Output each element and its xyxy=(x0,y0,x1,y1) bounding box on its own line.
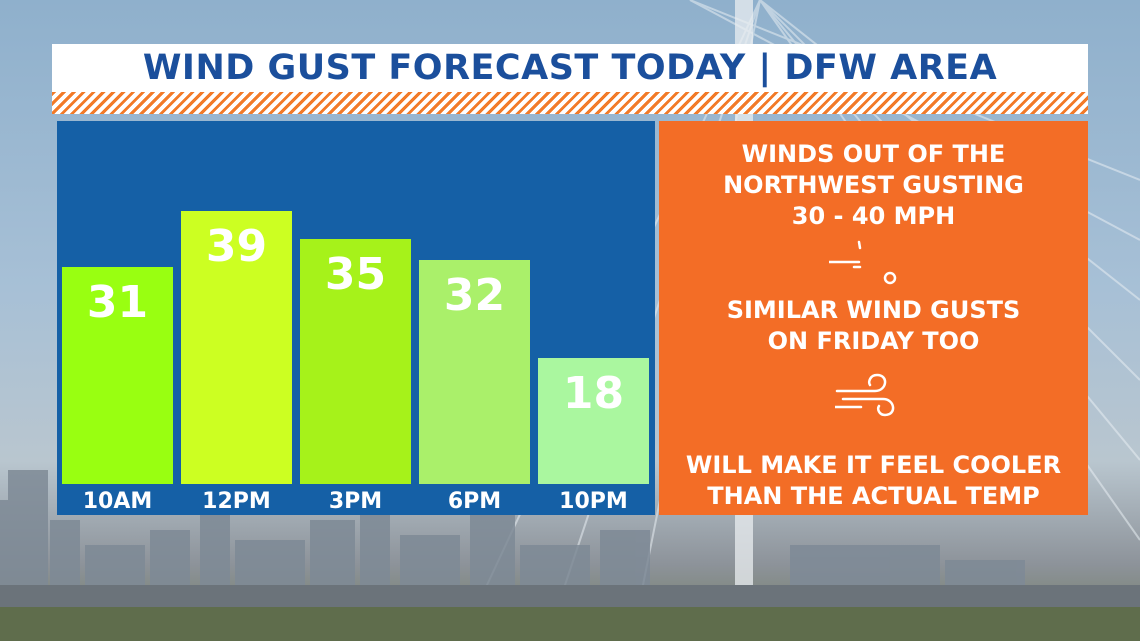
bar-chart-panel: 31 10AM 39 12PM 35 3PM 32 6PM 18 10PM xyxy=(57,121,655,515)
wind-small-icon xyxy=(829,240,897,285)
info-text-line: WILL MAKE IT FEEL COOLER xyxy=(685,451,1062,479)
category-label: 6PM xyxy=(448,489,501,514)
bar-value-label: 32 xyxy=(444,270,505,321)
category-label: 10PM xyxy=(559,489,628,514)
title-bar: WIND GUST FORECAST TODAY | DFW AREA xyxy=(52,44,1088,92)
title-stripe-decoration xyxy=(52,92,1088,114)
bar-value-label: 35 xyxy=(325,249,386,300)
info-text-line: WINDS OUT OF THE xyxy=(741,140,1006,168)
bar-12pm xyxy=(181,211,292,484)
category-label: 12PM xyxy=(202,489,271,514)
bar-chart: 31 10AM 39 12PM 35 3PM 32 6PM 18 10PM xyxy=(57,211,655,515)
bar-10am xyxy=(62,267,173,484)
info-text-line: 30 - 40 MPH xyxy=(791,202,956,230)
category-label: 10AM xyxy=(83,489,153,514)
bar-3pm xyxy=(300,239,411,484)
info-text-line: THAN THE ACTUAL TEMP xyxy=(707,482,1040,510)
bar-value-label: 18 xyxy=(563,368,624,419)
bar-6pm xyxy=(419,260,530,484)
info-text-line: NORTHWEST GUSTING xyxy=(723,171,1024,199)
bar-10pm xyxy=(538,358,649,484)
category-label: 3PM xyxy=(329,489,382,514)
info-text-line: ON FRIDAY TOO xyxy=(767,327,980,355)
info-panel: WINDS OUT OF THE NORTHWEST GUSTING 30 - … xyxy=(659,121,1088,515)
wind-icon xyxy=(835,373,895,417)
bar-value-label: 31 xyxy=(87,277,148,328)
bar-value-label: 39 xyxy=(206,221,267,272)
category-label-band xyxy=(57,484,655,515)
page-title: WIND GUST FORECAST TODAY | DFW AREA xyxy=(142,48,998,88)
info-text-line: SIMILAR WIND GUSTS xyxy=(726,296,1021,324)
